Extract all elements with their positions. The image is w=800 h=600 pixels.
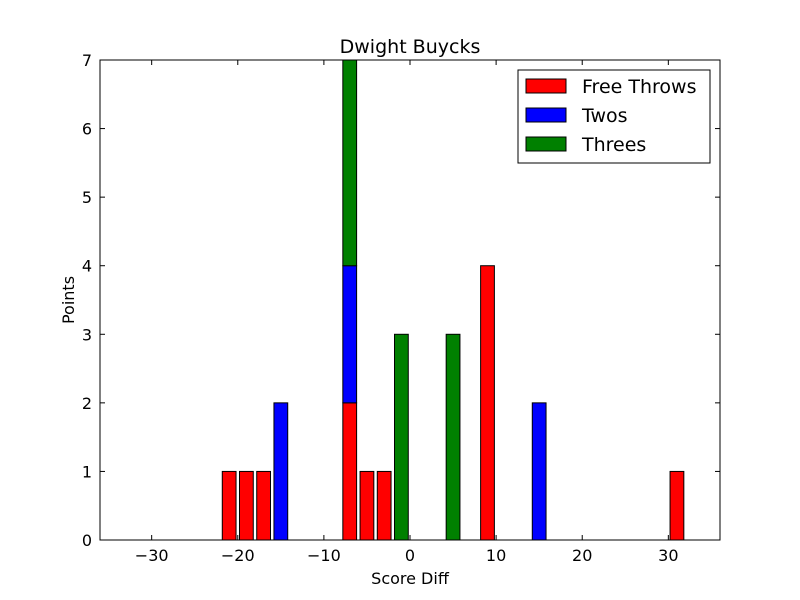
y-tick-label: 5 — [82, 188, 92, 207]
y-tick-label: 0 — [82, 531, 92, 550]
y-ticks: 0 1 2 3 4 5 6 7 — [82, 51, 720, 550]
bar-threes — [445, 333, 461, 541]
x-tick-label: 10 — [486, 546, 506, 565]
x-tick-label: −20 — [221, 546, 255, 565]
bar-free-throws — [669, 470, 685, 541]
x-tick-label: 20 — [572, 546, 592, 565]
y-tick-label: 2 — [82, 394, 92, 413]
y-axis-label: Points — [59, 276, 78, 324]
bar-free-throws — [480, 265, 495, 541]
y-tick-label: 6 — [82, 120, 92, 139]
legend-label-twos: Twos — [581, 105, 628, 127]
x-axis-label: Score Diff — [371, 569, 450, 588]
bar-twos — [342, 265, 358, 404]
chart-title: Dwight Buycks — [340, 36, 481, 58]
legend: Free Throws Twos Threes — [517, 69, 711, 164]
y-tick-label: 7 — [82, 51, 92, 70]
legend-swatch-threes — [525, 136, 567, 152]
bar-twos — [531, 402, 547, 541]
legend-label-threes: Threes — [581, 134, 646, 156]
bar-threes — [394, 333, 409, 541]
x-tick-label: 0 — [405, 546, 415, 565]
bars — [221, 59, 685, 541]
x-tick-label: 30 — [658, 546, 678, 565]
legend-swatch-twos — [525, 107, 567, 123]
bar-free-throws — [221, 470, 237, 541]
x-tick-label: −30 — [135, 546, 169, 565]
bar-free-throws — [359, 470, 375, 541]
bar-threes — [342, 59, 358, 267]
bar-free-throws — [239, 470, 254, 541]
bar-twos — [273, 402, 289, 541]
legend-label-free-throws: Free Throws — [582, 76, 696, 98]
x-ticks: −30 −20 −10 0 10 20 30 — [135, 60, 679, 565]
x-tick-label: −10 — [307, 546, 341, 565]
y-tick-label: 4 — [82, 257, 92, 276]
y-tick-label: 1 — [82, 462, 92, 481]
bar-free-throws — [256, 470, 272, 541]
bar-free-throws — [376, 470, 392, 541]
legend-swatch-free-throws — [525, 78, 567, 94]
bar-free-throws — [342, 402, 358, 541]
y-tick-label: 3 — [82, 325, 92, 344]
